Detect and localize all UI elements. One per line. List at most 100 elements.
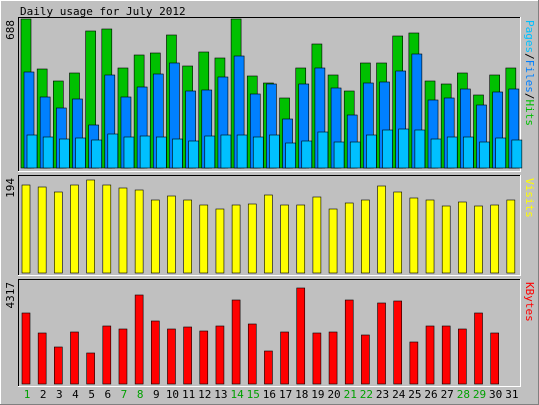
- bar-visits-day-13: [215, 208, 225, 274]
- bar-kbytes-day-22: [361, 334, 370, 385]
- bar-pages-day-12: [204, 135, 216, 169]
- bar-pages-day-17: [285, 142, 296, 169]
- bar-kbytes-day-5: [86, 352, 95, 385]
- panel-series-label-part: Files: [523, 60, 536, 93]
- bar-visits-day-16: [264, 194, 273, 274]
- bar-kbytes-day-21: [344, 299, 354, 385]
- bar-kbytes-day-30: [490, 332, 499, 385]
- x-tick-label: 5: [88, 388, 95, 401]
- bar-visits-day-28: [458, 201, 467, 274]
- panel-pages_files_hits: 688 Pages/Files/Hits: [4, 17, 536, 172]
- panel-series-label-part: /: [523, 93, 536, 100]
- x-tick-label: 19: [311, 388, 324, 401]
- bar-visits-day-11: [183, 199, 192, 274]
- bar-pages-day-3: [59, 138, 70, 169]
- x-tick-label: 18: [295, 388, 308, 401]
- bar-visits-day-9: [150, 199, 160, 274]
- bar-visits-day-20: [328, 208, 338, 274]
- bar-kbytes-day-1: [21, 312, 31, 385]
- bar-pages-day-16: [269, 134, 280, 169]
- bar-kbytes-day-10: [167, 328, 176, 385]
- bar-kbytes-day-7: [118, 328, 128, 385]
- panel-series-label-part: /: [523, 53, 536, 60]
- bar-pages-day-7: [123, 136, 135, 169]
- bar-pages-day-30: [495, 137, 506, 169]
- x-tick-label: 14: [230, 388, 244, 401]
- bar-pages-day-28: [463, 136, 474, 169]
- bar-kbytes-day-9: [150, 320, 160, 385]
- bar-kbytes-day-28: [458, 328, 467, 385]
- series-kbytes: [21, 287, 499, 385]
- bar-pages-day-18: [301, 140, 313, 169]
- bar-visits-day-4: [70, 184, 79, 274]
- bar-pages-day-26: [430, 138, 442, 169]
- bar-pages-day-1: [26, 134, 38, 169]
- bar-visits-day-21: [344, 202, 354, 274]
- bar-pages-day-6: [107, 133, 119, 169]
- bar-pages-day-9: [155, 136, 167, 169]
- bar-kbytes-day-17: [280, 331, 289, 385]
- bar-pages-day-27: [446, 136, 458, 169]
- x-tick-label: 25: [408, 388, 421, 401]
- x-tick-label: 6: [104, 388, 111, 401]
- bar-visits-day-14: [231, 204, 241, 274]
- x-tick-label: 13: [214, 388, 227, 401]
- bar-kbytes-day-15: [247, 323, 257, 385]
- x-tick-label: 2: [40, 388, 47, 401]
- bar-visits-day-17: [280, 204, 289, 274]
- x-tick-label: 28: [457, 388, 470, 401]
- x-tick-label: 9: [153, 388, 160, 401]
- panel-series-label-part: KBytes: [523, 282, 536, 322]
- bar-pages-day-5: [91, 139, 102, 169]
- x-tick-label: 23: [376, 388, 389, 401]
- bar-kbytes-day-12: [199, 330, 209, 385]
- bar-pages-day-23: [382, 129, 393, 169]
- bar-pages-day-8: [139, 135, 151, 169]
- bar-pages-day-31: [511, 139, 523, 169]
- bar-visits-day-15: [247, 203, 257, 274]
- x-tick-label: 20: [327, 388, 340, 401]
- bar-pages-day-15: [252, 136, 264, 169]
- bar-visits-day-29: [474, 205, 483, 274]
- bar-kbytes-day-18: [296, 287, 306, 385]
- series-visits: [21, 179, 516, 274]
- bar-visits-day-5: [86, 179, 95, 274]
- bar-visits-day-24: [393, 191, 403, 274]
- bar-pages-day-10: [172, 138, 183, 169]
- bar-kbytes-day-29: [474, 312, 483, 385]
- bar-pages-day-13: [220, 134, 232, 169]
- bar-visits-day-7: [118, 187, 128, 274]
- bar-visits-day-31: [506, 199, 516, 274]
- bar-visits-day-2: [37, 186, 47, 274]
- bar-pages-day-19: [317, 131, 329, 169]
- bar-kbytes-day-13: [215, 325, 225, 385]
- x-tick-label: 8: [137, 388, 144, 401]
- bar-visits-day-19: [312, 196, 322, 274]
- x-tick-label: 26: [424, 388, 437, 401]
- bar-kbytes-day-11: [183, 326, 192, 385]
- panel-max-label: 4317: [4, 282, 17, 309]
- bar-visits-day-27: [441, 205, 451, 274]
- panel-series-label-part: Pages: [523, 20, 536, 53]
- bar-pages-day-21: [349, 141, 361, 169]
- bar-kbytes-day-24: [393, 300, 403, 385]
- bar-pages-day-2: [42, 136, 54, 169]
- x-tick-label: 29: [473, 388, 486, 401]
- bar-pages-day-11: [188, 140, 199, 169]
- x-tick-label: 10: [166, 388, 179, 401]
- panel-visits: 194 Visits: [4, 175, 536, 276]
- bar-pages-day-22: [366, 134, 377, 169]
- bar-visits-day-18: [296, 204, 306, 274]
- bar-visits-day-10: [167, 195, 176, 274]
- bar-pages-day-4: [75, 137, 86, 169]
- bar-kbytes-day-25: [409, 341, 419, 385]
- bar-visits-day-8: [134, 189, 144, 274]
- panel-series-label: KBytes: [523, 282, 536, 322]
- bar-visits-day-26: [425, 199, 435, 274]
- x-tick-label: 31: [505, 388, 518, 401]
- bar-visits-day-30: [490, 204, 499, 274]
- x-tick-label: 11: [182, 388, 195, 401]
- x-tick-label: 1: [24, 388, 31, 401]
- x-tick-label: 12: [198, 388, 211, 401]
- x-tick-label: 24: [392, 388, 406, 401]
